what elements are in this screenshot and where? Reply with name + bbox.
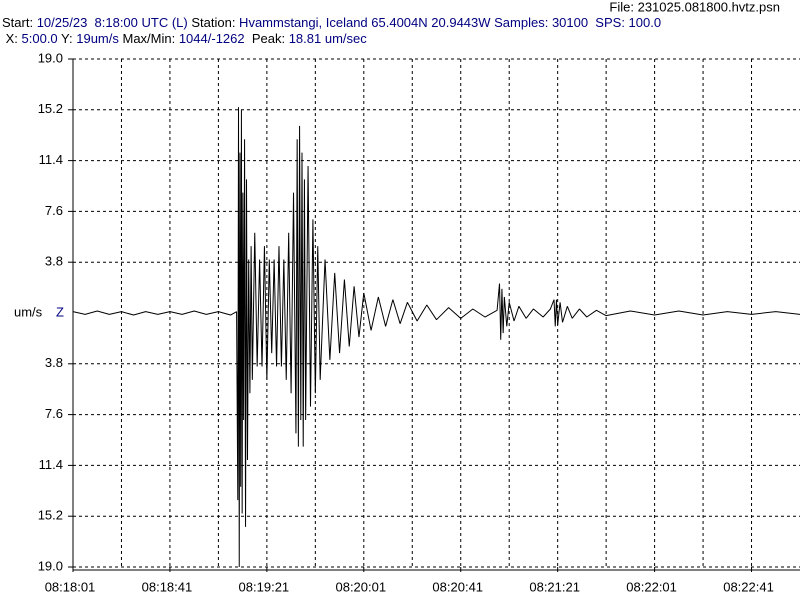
y-tick-label: 3.8 <box>45 355 63 370</box>
x-tick-label: 08:20:41 <box>432 579 483 594</box>
header-line: X: 5:00.0 Y: 19um/s Max/Min: 1044/-1262 … <box>2 31 367 46</box>
header-segment: Y: <box>61 31 73 46</box>
x-tick-label: 08:21:21 <box>529 579 580 594</box>
header-segment: Start: <box>2 15 33 30</box>
y-tick-label: 7.6 <box>45 406 63 421</box>
header-segment: Station: <box>191 15 235 30</box>
y-tick-label: 11.4 <box>39 457 63 472</box>
header-segment: Peak: <box>252 31 285 46</box>
x-tick-label: 08:20:01 <box>335 579 386 594</box>
file-name: File: 231025.081800.hvtz.psn <box>609 0 780 14</box>
x-tick-label: 08:18:01 <box>45 579 96 594</box>
header-segment: Max/Min: <box>122 31 175 46</box>
y-tick-label: 19.0 <box>38 558 63 573</box>
x-tick-label: 08:19:21 <box>239 579 290 594</box>
y-tick-label: 3.8 <box>45 254 63 269</box>
header-segment: X: <box>2 31 18 46</box>
x-tick-label: 08:18:41 <box>142 579 193 594</box>
y-tick-label: 15.2 <box>38 508 63 523</box>
y-unit-label: um/s <box>14 304 43 319</box>
y-tick-label: 15.2 <box>38 101 63 116</box>
y-tick-label: 7.6 <box>45 203 63 218</box>
header-segment: 1044/-1262 <box>175 31 252 46</box>
header-segment: 18.81 um/sec <box>285 31 367 46</box>
header-segment: 5:00.0 <box>18 31 61 46</box>
x-tick-label: 08:22:01 <box>626 579 677 594</box>
header-line: Start: 10/25/23 8:18:00 UTC (L) Station:… <box>2 15 661 30</box>
header-segment: 19um/s <box>73 31 123 46</box>
y-tick-label: 11.4 <box>39 152 63 167</box>
y-tick-label: 19.0 <box>38 50 63 65</box>
x-tick-label: 08:22:41 <box>723 579 774 594</box>
waveform <box>72 107 800 568</box>
header-segment: Hvammstangi, Iceland 65.4004N 20.9443W S… <box>235 15 661 30</box>
header-segment: 10/25/23 8:18:00 UTC (L) <box>33 15 191 30</box>
channel-label: Z <box>56 304 64 319</box>
